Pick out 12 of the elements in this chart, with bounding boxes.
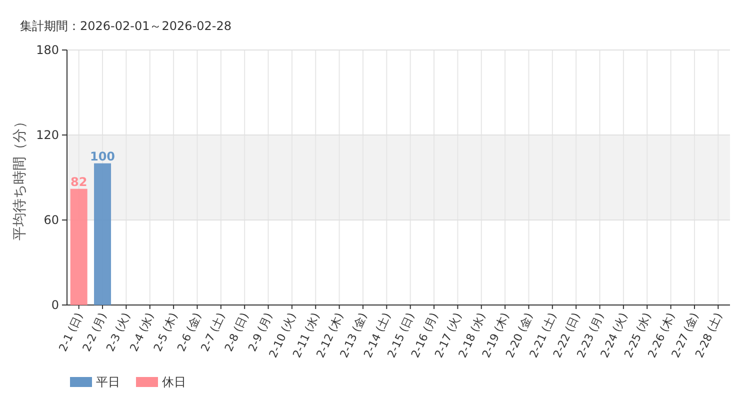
data-label: 82 [70, 174, 88, 189]
data-label: 100 [90, 149, 116, 164]
legend-label: 休日 [162, 375, 186, 389]
legend-label: 平日 [96, 375, 120, 389]
y-tick-label: 120 [36, 128, 59, 142]
legend-item: 休日 [136, 375, 186, 389]
y-tick-label: 180 [36, 43, 59, 57]
y-tick-label: 0 [51, 298, 59, 312]
y-tick-label: 60 [44, 213, 59, 227]
chart-title: 集計期間：2026-02-01～2026-02-28 [20, 19, 232, 33]
y-axis-title: 平均待ち時間（分） [12, 114, 28, 240]
legend-item: 平日 [70, 375, 120, 389]
